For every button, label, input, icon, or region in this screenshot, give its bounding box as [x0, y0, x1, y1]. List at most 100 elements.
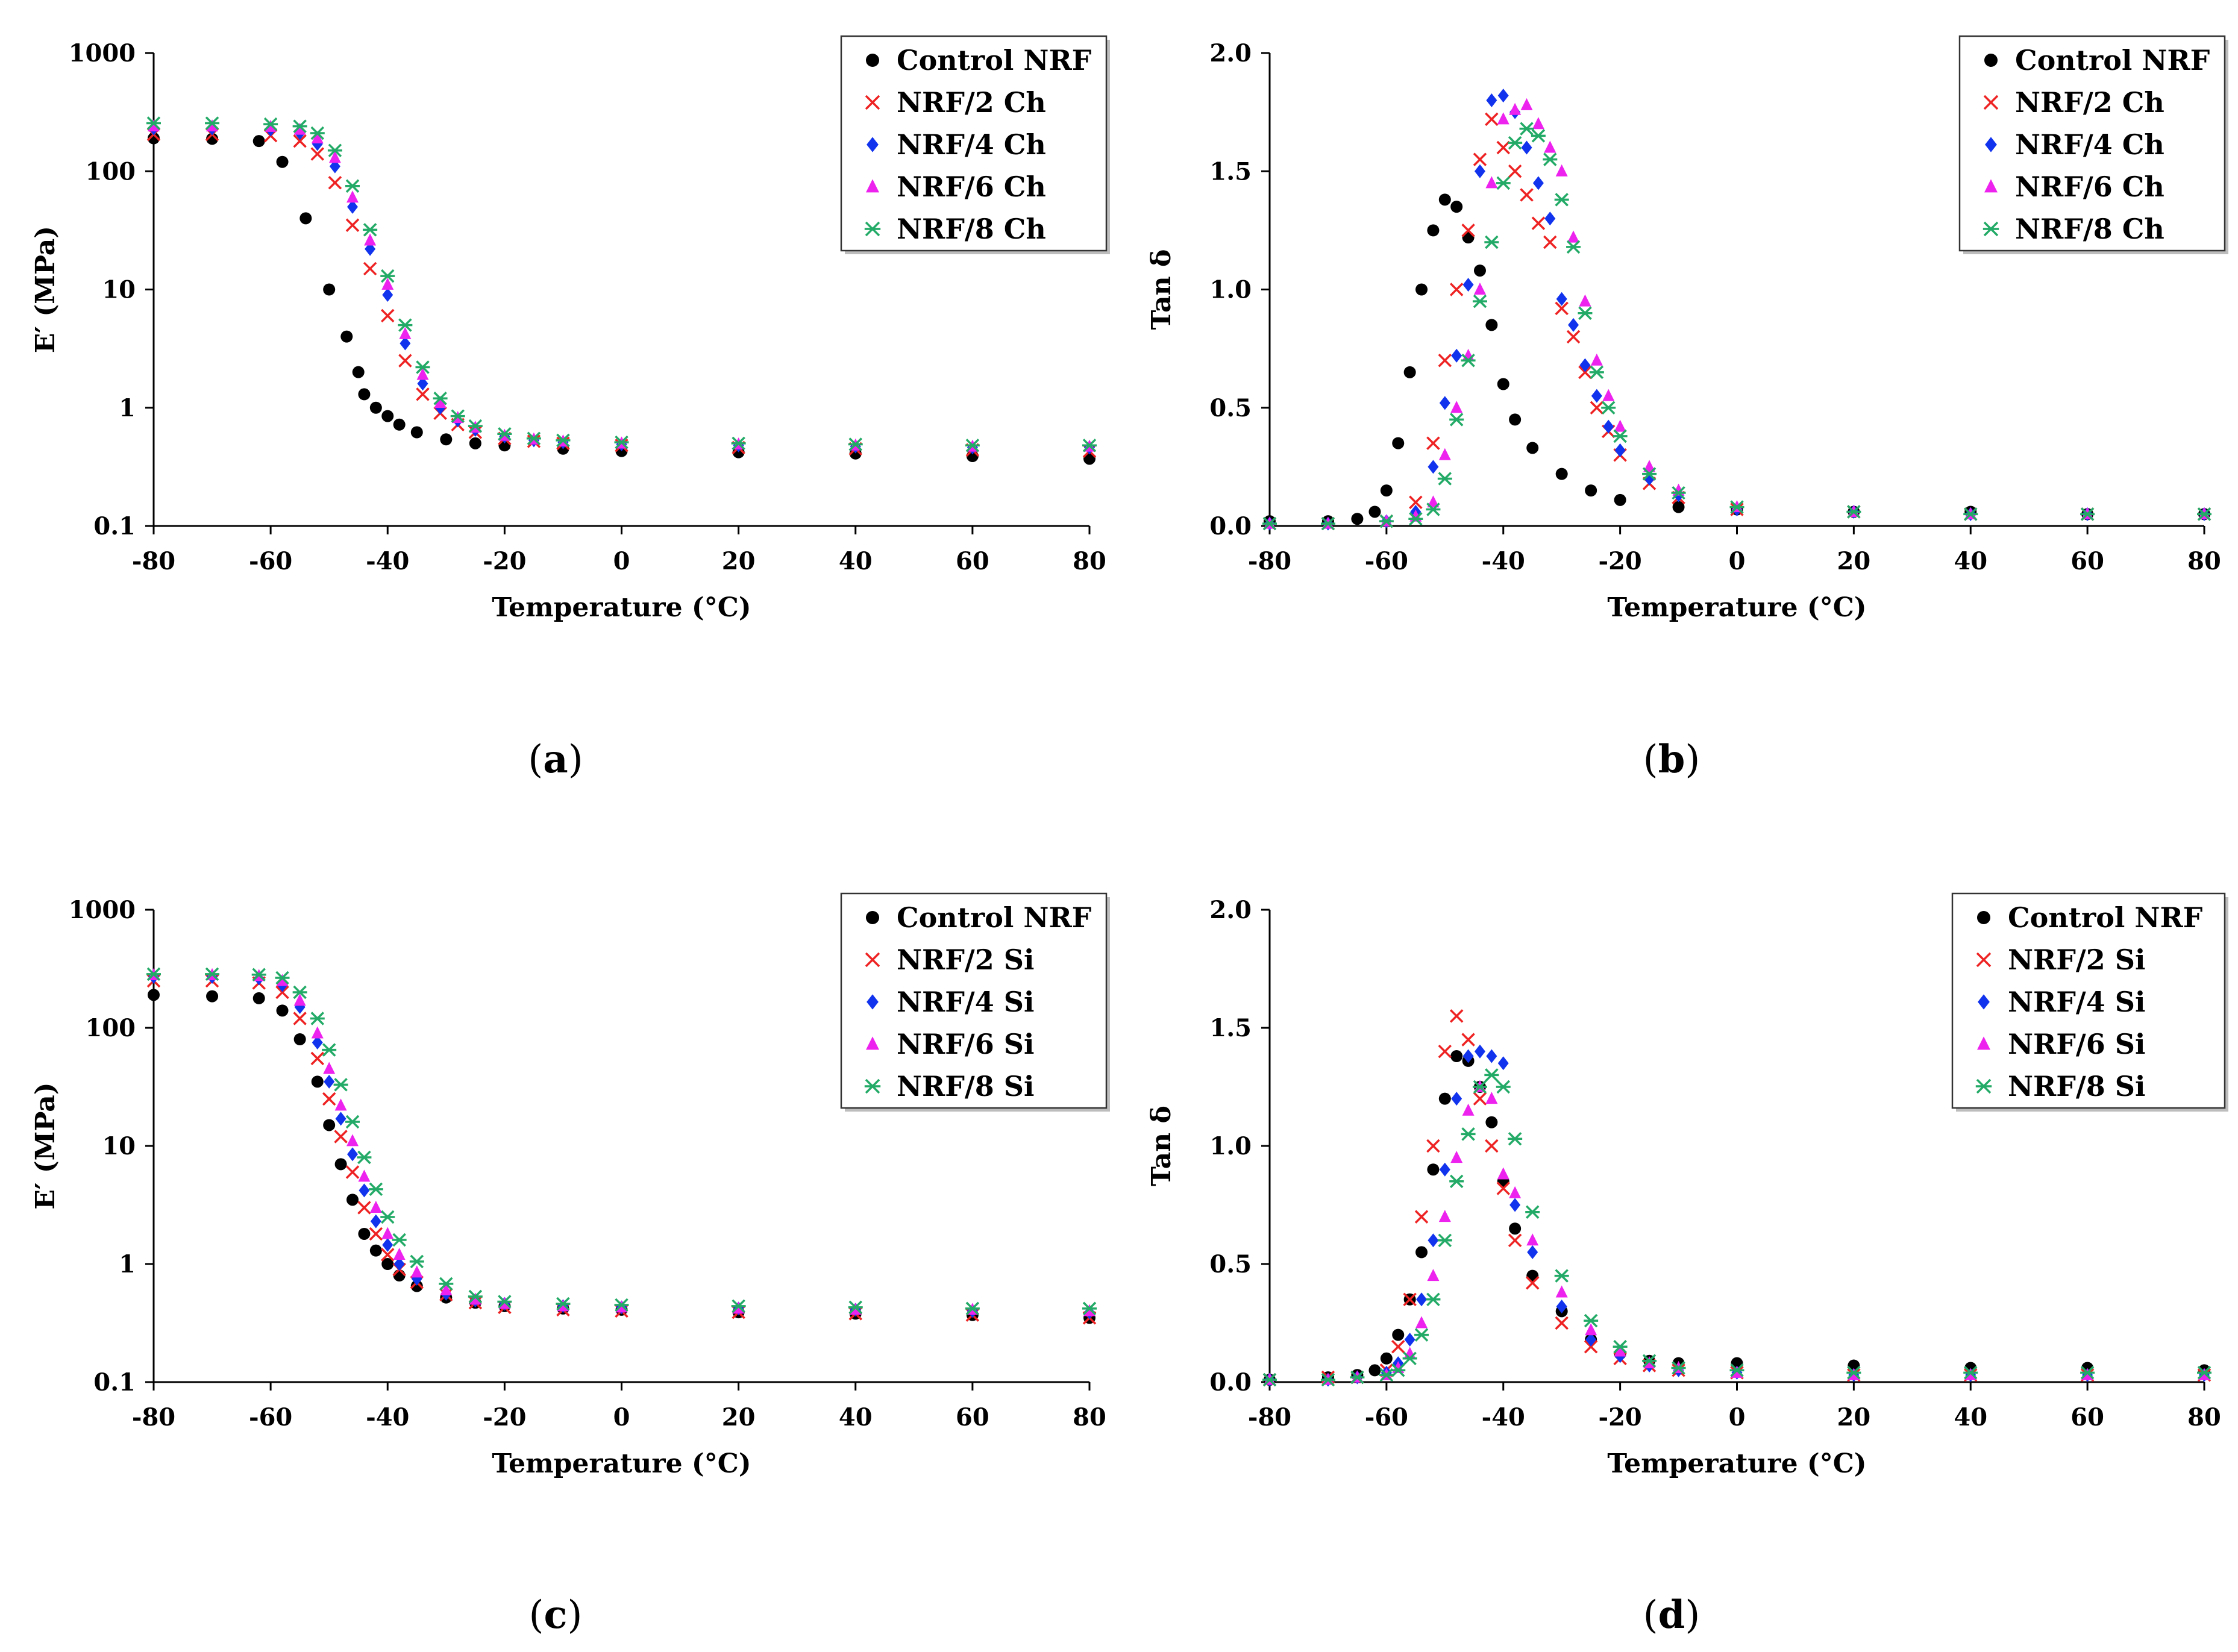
data-point: [1379, 1368, 1394, 1382]
data-point: [311, 131, 324, 144]
x-tick-label: -40: [366, 547, 409, 575]
data-point: [381, 277, 394, 290]
y-tick-label: 1.5: [1209, 1014, 1252, 1042]
data-point: [1531, 216, 1546, 230]
data-point: [1461, 224, 1475, 237]
data-point: [347, 1147, 359, 1162]
x-tick-label: 40: [839, 1403, 873, 1431]
legend-marker: [1983, 221, 1999, 237]
legend-label: NRF/4 Ch: [897, 128, 1046, 161]
data-point: [849, 1303, 862, 1315]
data-point: [1485, 176, 1498, 189]
data-point: [393, 418, 406, 431]
data-point: [1566, 240, 1581, 254]
data-point: [148, 132, 160, 145]
data-point: [1566, 330, 1581, 344]
data-point: [1438, 448, 1451, 460]
data-point: [1486, 1049, 1497, 1063]
x-tick-label: -80: [132, 547, 175, 575]
legend: Control NRF NRF/2 Si NRF/4 Si NRF/6 Si NRF/8…: [1951, 892, 2228, 1112]
data-point: [148, 119, 160, 132]
data-point: [1262, 1372, 1277, 1387]
data-point: [1508, 136, 1523, 150]
y-tick-label: 0.1: [93, 1368, 136, 1397]
data-point: [1526, 1233, 1539, 1246]
legend-label: Control NRF: [2008, 901, 2203, 934]
data-point: [1449, 1174, 1464, 1189]
data-point: [1578, 365, 1592, 380]
y-tick-label: 0.5: [1209, 394, 1252, 422]
data-point: [1461, 1033, 1475, 1047]
data-point: [1613, 1339, 1628, 1354]
data-point: [1642, 467, 1657, 481]
data-point: [1462, 1049, 1474, 1063]
legend-marker: [865, 95, 880, 110]
x-tick-label: -60: [1365, 547, 1408, 575]
data-point: [1497, 1056, 1509, 1071]
data-point: [556, 433, 571, 448]
data-point: [1643, 460, 1656, 472]
data-point: [1414, 1328, 1429, 1342]
data-point: [276, 155, 289, 168]
legend-label: NRF/6 Si: [897, 1028, 1034, 1060]
data-point: [357, 1150, 372, 1165]
panel-b-chart: -80 -60 -40 -20 0 20 40 60 80 0.0 0.5 1.0 1.5 2.0 Temp…: [1146, 35, 2228, 623]
data-point: [1403, 366, 1416, 378]
legend-marker: [1984, 54, 1998, 67]
data-point: [1729, 1363, 1744, 1377]
data-point: [1590, 353, 1603, 366]
y-tick-label: 1.0: [1209, 1132, 1252, 1160]
data-point: [409, 1254, 424, 1269]
data-point: [359, 1183, 370, 1198]
data-point: [369, 1244, 382, 1257]
data-point: [1439, 396, 1450, 410]
x-tick-label: -80: [1248, 547, 1291, 575]
data-point: [433, 391, 448, 405]
data-point: [1391, 1363, 1406, 1377]
data-point: [1963, 507, 1978, 521]
data-point: [1473, 1092, 1487, 1106]
data-point: [347, 199, 359, 214]
data-point: [1496, 140, 1510, 155]
x-tick-label: 0: [1729, 1403, 1746, 1431]
data-point: [1555, 301, 1569, 316]
legend-marker: [867, 137, 879, 152]
data-point: [434, 396, 447, 408]
x-tick-label: 20: [722, 1403, 756, 1431]
data-point: [450, 409, 465, 423]
data-point: [1426, 1292, 1441, 1307]
series-nrf-8-ch: [146, 116, 1097, 452]
data-point: [1416, 1292, 1428, 1307]
y-tick-label: 100: [86, 157, 136, 186]
data-point: [381, 1227, 394, 1239]
data-point: [1438, 1092, 1451, 1105]
data-point: [364, 233, 377, 246]
data-point: [1509, 413, 1522, 426]
data-point: [1614, 419, 1626, 432]
data-point: [1472, 294, 1487, 308]
data-point: [340, 330, 353, 343]
data-point: [965, 1301, 980, 1316]
data-point: [382, 287, 393, 302]
data-point: [1427, 495, 1440, 508]
data-point: [2197, 1366, 2211, 1380]
data-point: [1555, 468, 1568, 480]
data-point: [1449, 283, 1464, 296]
x-tick-label: 20: [1837, 1403, 1871, 1431]
data-point: [1568, 318, 1579, 332]
y-tick-label: 1: [119, 394, 136, 422]
data-point: [848, 437, 863, 451]
data-point: [398, 318, 413, 332]
panel-a-chart: -80 -60 -40 -20 0 20 40 60 80 0.1 1 10 100 1000 Temper…: [30, 35, 1110, 623]
data-point: [1461, 354, 1476, 368]
data-point: [1428, 460, 1439, 474]
data-point: [416, 387, 430, 401]
data-point: [346, 190, 359, 203]
data-point: [1556, 292, 1567, 306]
data-point: [322, 1092, 336, 1106]
data-point: [292, 119, 307, 133]
data-point: [1584, 1339, 1598, 1354]
data-point: [731, 1299, 746, 1313]
data-point: [1589, 365, 1604, 380]
data-point: [526, 431, 541, 445]
